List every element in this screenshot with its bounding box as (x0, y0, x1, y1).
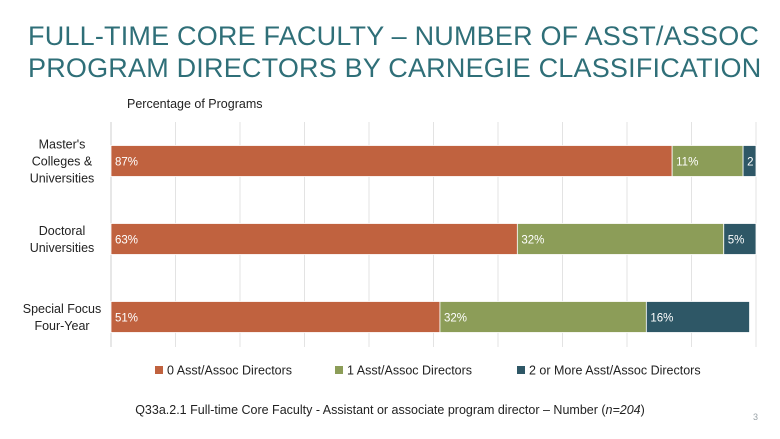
data-label: 32% (444, 313, 467, 325)
footnote-suffix: ) (640, 403, 645, 417)
category-label-line: Universities (30, 172, 95, 186)
footnote: Q33a.2.1 Full-time Core Faculty - Assist… (0, 403, 780, 417)
category-label-line: Doctoral (39, 224, 86, 238)
bar-segment (671, 145, 744, 177)
bar-segment (110, 145, 673, 177)
category-label-line: Colleges & (32, 155, 93, 169)
bar-segment (742, 145, 757, 177)
bar-segment (723, 223, 757, 255)
category-label: Doctoral Universities (30, 224, 95, 255)
category-label: Special Focus Four-Year (23, 302, 102, 333)
data-label: 2 (747, 157, 753, 169)
bar-segment (516, 223, 725, 255)
footnote-prefix: Q33a.2.1 Full-time Core Faculty - Assist… (135, 403, 606, 417)
slide-title-line-2: PROGRAM DIRECTORS BY CARNEGIE CLASSIFICA… (28, 53, 762, 83)
data-label: 51% (115, 313, 138, 325)
page-number: 3 (752, 412, 758, 422)
legend-label: 2 or More Asst/Assoc Directors (529, 364, 701, 378)
legend-swatch (155, 366, 163, 374)
category-label-line: Universities (30, 241, 95, 255)
legend-label: 0 Asst/Assoc Directors (167, 364, 292, 378)
slide-title-line-1: FULL-TIME CORE FACULTY – NUMBER OF ASST/… (28, 21, 760, 51)
category-label-line: Master's (39, 138, 86, 152)
legend-label: 1 Asst/Assoc Directors (347, 364, 472, 378)
data-label: 63% (115, 235, 138, 247)
legend-swatch (335, 366, 343, 374)
bar-segment (110, 223, 518, 255)
slide-title: FULL-TIME CORE FACULTY – NUMBER OF ASST/… (28, 20, 768, 84)
data-label: 11% (676, 157, 698, 169)
category-label-line: Four-Year (34, 319, 89, 333)
footnote-sample-size: n=204 (605, 403, 641, 417)
chart-subtitle: Percentage of Programs (127, 97, 263, 111)
stacked-bar-chart: Percentage of Programs 87% 11% 2 Master's Col… (23, 97, 757, 378)
bar-segment (645, 301, 750, 333)
data-label: 16% (650, 313, 673, 325)
data-label: 87% (115, 157, 138, 169)
legend-swatch (517, 366, 525, 374)
bar-segment (110, 301, 441, 333)
data-label: 5% (728, 235, 745, 247)
category-label: Master's Colleges & Universities (30, 138, 95, 186)
bar-segment (439, 301, 647, 333)
category-label-line: Special Focus (23, 302, 102, 316)
data-label: 32% (521, 235, 544, 247)
